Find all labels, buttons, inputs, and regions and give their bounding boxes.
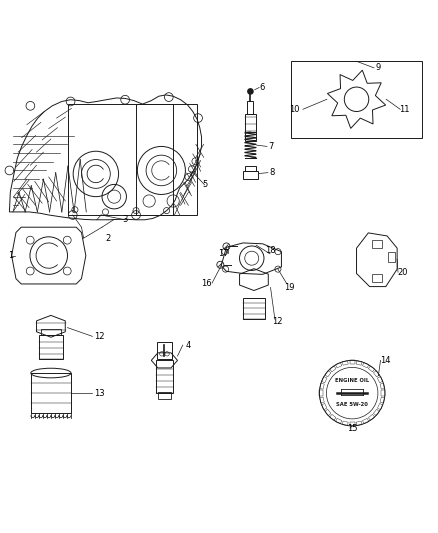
- Bar: [68, 103, 173, 215]
- Bar: [245, 114, 256, 141]
- Text: 15: 15: [347, 424, 357, 433]
- Bar: [243, 171, 258, 179]
- Text: ENGINE OIL: ENGINE OIL: [335, 377, 369, 383]
- Text: 13: 13: [94, 389, 104, 398]
- Text: 12: 12: [94, 332, 104, 341]
- Bar: [136, 103, 197, 215]
- Text: 14: 14: [380, 356, 390, 365]
- Text: 3: 3: [123, 215, 128, 224]
- Text: 10: 10: [289, 105, 299, 114]
- Text: 16: 16: [201, 279, 212, 288]
- Bar: [372, 240, 382, 248]
- Bar: [39, 335, 63, 359]
- Text: 20: 20: [397, 268, 408, 277]
- Bar: [41, 329, 60, 335]
- Bar: [31, 373, 71, 413]
- Text: 5: 5: [202, 180, 207, 189]
- Text: 8: 8: [269, 168, 275, 177]
- Bar: [243, 298, 265, 319]
- Text: 4: 4: [186, 341, 191, 350]
- Bar: [158, 392, 170, 399]
- Bar: [372, 274, 382, 282]
- Text: 1: 1: [8, 251, 13, 260]
- Text: 18: 18: [265, 246, 276, 255]
- Bar: [291, 61, 422, 138]
- Text: 6: 6: [259, 83, 265, 92]
- Bar: [155, 360, 173, 393]
- Text: 11: 11: [399, 105, 410, 114]
- Bar: [156, 342, 172, 359]
- Text: 9: 9: [376, 63, 381, 72]
- Text: 17: 17: [218, 249, 229, 258]
- Text: 7: 7: [268, 142, 274, 151]
- Text: SAE 5W-20: SAE 5W-20: [336, 401, 368, 407]
- Text: 2: 2: [105, 233, 110, 243]
- Text: 12: 12: [272, 318, 283, 326]
- Circle shape: [248, 89, 253, 94]
- Bar: [388, 252, 396, 262]
- Bar: [247, 101, 254, 114]
- Text: 19: 19: [284, 282, 294, 292]
- Bar: [245, 166, 256, 171]
